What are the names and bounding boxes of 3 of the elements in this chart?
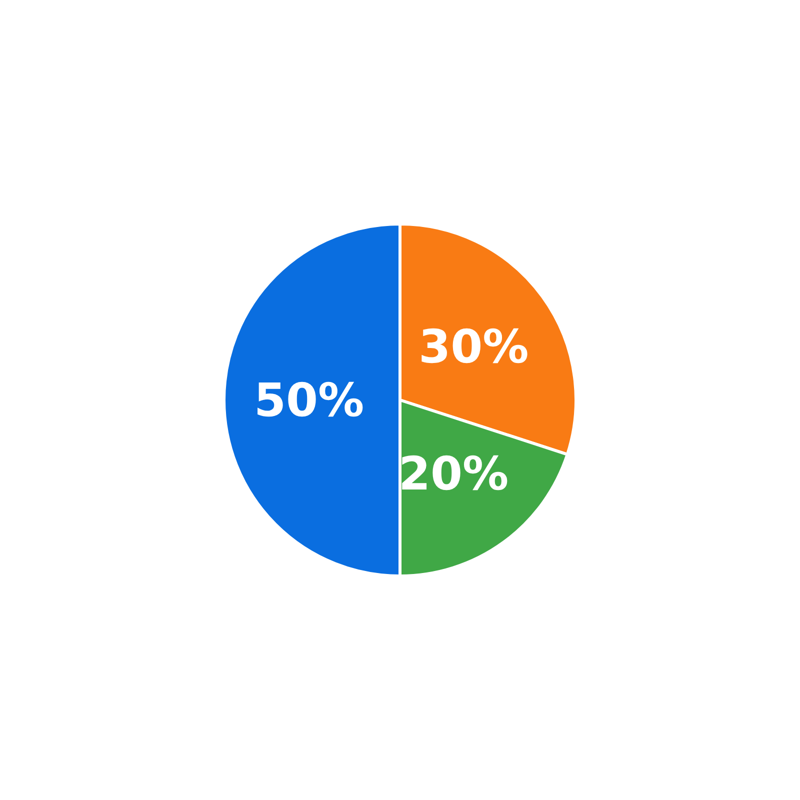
data-label: 20% (398, 446, 509, 501)
data-label: 50% (254, 373, 364, 427)
data-label: 30% (418, 320, 529, 374)
